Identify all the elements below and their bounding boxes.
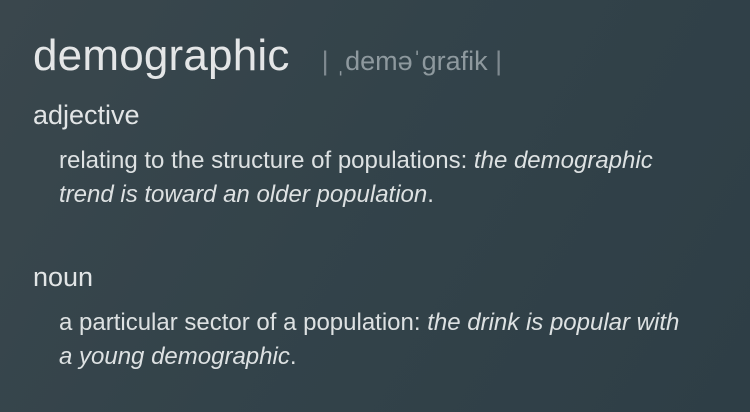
definition-text: a particular sector of a population: (59, 309, 421, 336)
definition-end: . (427, 181, 434, 208)
part-of-speech-noun: noun (33, 262, 94, 292)
definition-end: . (289, 343, 297, 370)
definition-adjective: relating to the structure of populations… (59, 144, 699, 212)
example-text: the drink is popular with a young demogr… (59, 309, 680, 370)
example-text: the demographic trend is toward an older… (59, 147, 653, 208)
pronunciation-bar-left: | (321, 46, 329, 76)
part-of-speech-adjective: adjective (33, 100, 140, 130)
pronunciation: | ˌdeməˈɡrafik | (322, 46, 503, 77)
definition-noun: a particular sector of a population: the… (59, 306, 699, 374)
pronunciation-bar-right: | (495, 46, 503, 76)
pronunciation-text: ˌdeməˈɡrafik (336, 46, 488, 76)
headword: demographic (33, 31, 290, 80)
definition-text: relating to the structure of populations… (59, 147, 468, 174)
headword-row: demographic | ˌdeməˈɡrafik | (33, 28, 750, 84)
